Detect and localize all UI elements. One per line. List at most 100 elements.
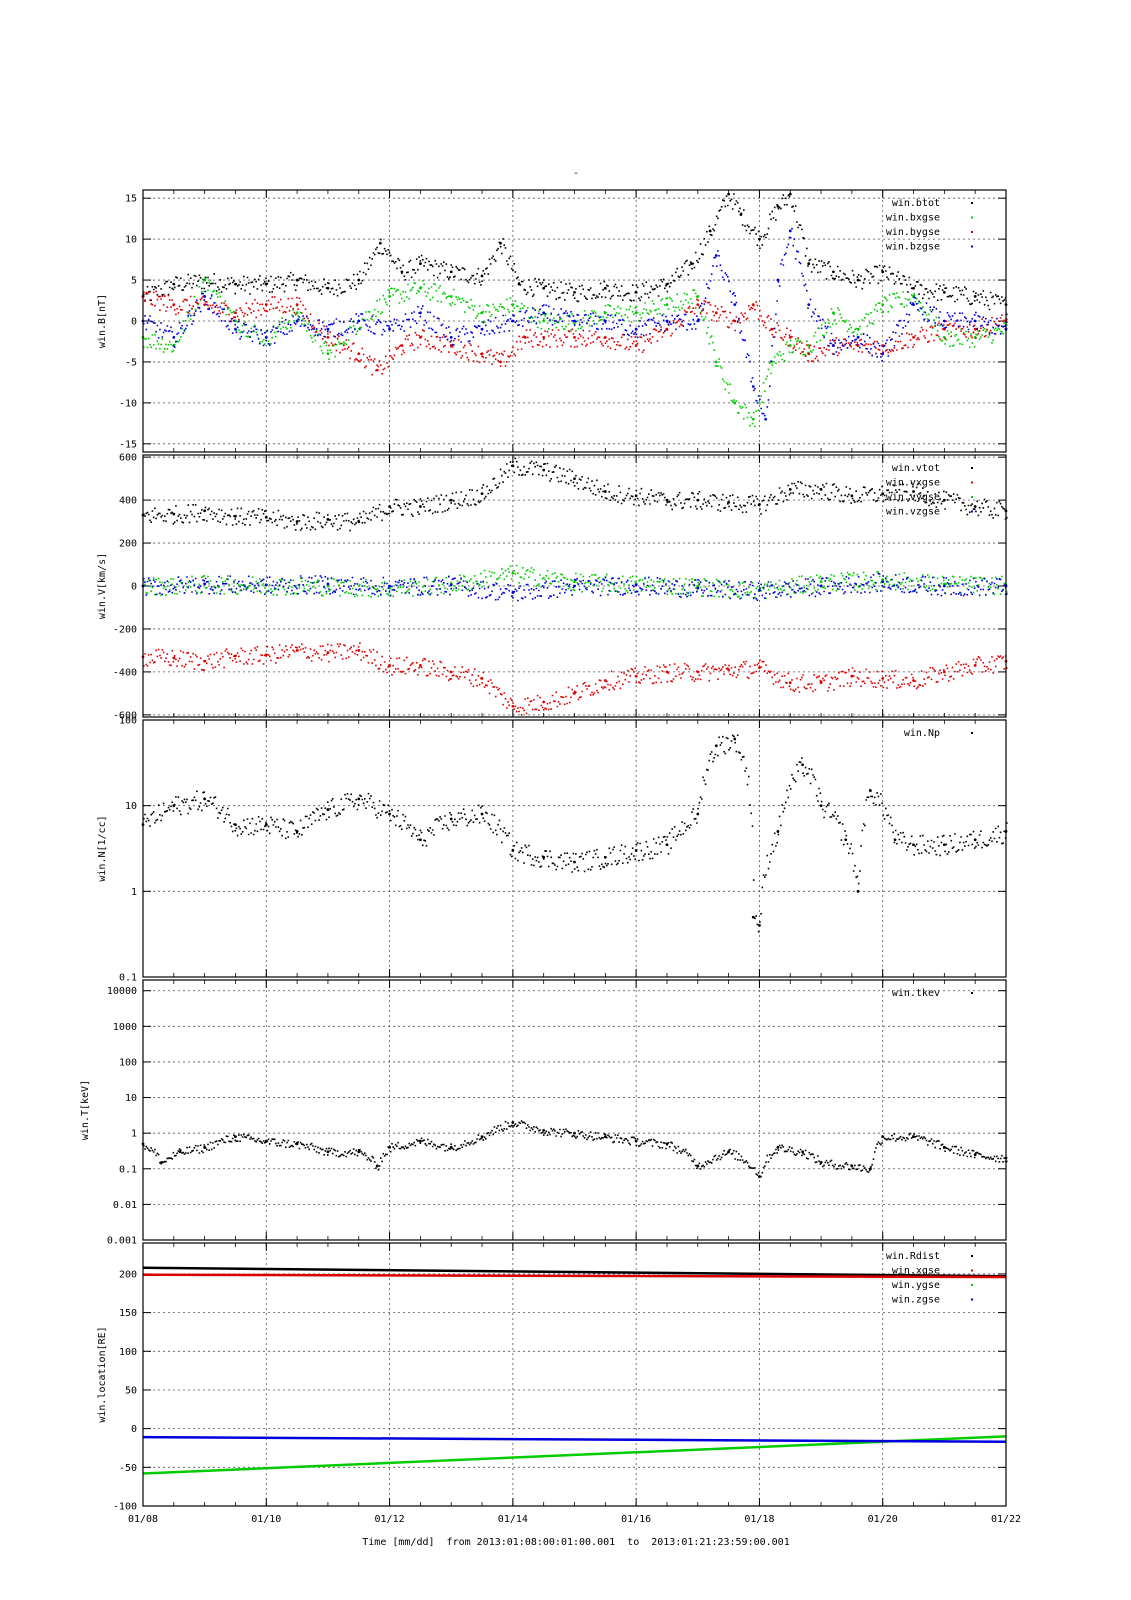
y-tick-label: 0.1	[119, 1164, 137, 1175]
x-tick-label: 01/20	[868, 1514, 898, 1525]
series-win-ygse	[142, 1435, 1007, 1475]
data-point	[776, 278, 780, 282]
data-point	[172, 335, 176, 339]
series-win-vygse	[141, 564, 1008, 600]
legend-marker	[971, 1298, 973, 1301]
data-point	[178, 1150, 182, 1154]
data-point	[912, 679, 915, 682]
data-point	[295, 303, 299, 307]
data-point	[850, 674, 854, 678]
data-point	[881, 303, 885, 307]
series-win-vxgse	[141, 642, 1008, 716]
x-tick-label: 01/08	[128, 1514, 158, 1525]
legend-marker	[971, 467, 973, 469]
data-point	[357, 352, 361, 356]
data-point	[696, 319, 700, 323]
y-tick-label: 10	[125, 801, 137, 812]
y-tick-label: 100	[119, 716, 137, 727]
scatter-cloud	[143, 564, 1008, 600]
legend-label: win.tkev	[892, 988, 940, 999]
legend-label: win.Np	[904, 728, 940, 739]
y-tick-label: 400	[119, 496, 137, 507]
y-axis-label: win.V[km/s]	[97, 553, 108, 619]
data-point	[696, 812, 700, 816]
data-point	[832, 270, 835, 274]
legend-label: win.vtot	[892, 463, 940, 474]
x-tick-label: 01/18	[744, 1514, 774, 1525]
data-point	[326, 584, 330, 588]
y-tick-label: 1000	[113, 1022, 137, 1033]
data-point	[573, 477, 576, 481]
data-point	[573, 860, 576, 864]
data-point	[727, 500, 731, 504]
y-tick-label: 0	[131, 582, 137, 593]
data-point	[542, 319, 546, 323]
legend-marker	[971, 992, 973, 994]
data-point	[511, 1121, 515, 1124]
data-point	[326, 1150, 330, 1154]
y-axis-label: win.N[1/cc]	[97, 815, 108, 881]
data-point	[801, 1150, 804, 1154]
series-line	[142, 1266, 1007, 1278]
panel-2: -600 -400 -200 0 200 400 600 win.vtot win.vxgse w…	[97, 453, 1008, 721]
scatter-cloud	[143, 1120, 1008, 1178]
data-point	[203, 303, 207, 307]
data-point	[203, 582, 207, 586]
data-point	[542, 468, 546, 472]
legend-label: win.bzgse	[886, 242, 940, 253]
data-point	[573, 1131, 576, 1135]
data-point	[942, 584, 946, 588]
legend-label: win.zgse	[892, 1295, 940, 1306]
data-point	[418, 505, 422, 508]
series-win-tkev	[141, 1120, 1008, 1179]
data-point	[357, 649, 361, 652]
series-win-vtot	[141, 457, 1008, 532]
data-point	[733, 737, 737, 741]
y-tick-label: 10	[125, 235, 137, 246]
y-tick-label: 600	[119, 453, 137, 464]
x-tick-label: 01/14	[498, 1514, 528, 1525]
legend-label: win.bxgse	[886, 213, 940, 224]
data-point	[449, 583, 453, 587]
y-tick-label: -600	[113, 710, 137, 721]
data-point	[603, 855, 607, 859]
data-point	[357, 278, 361, 282]
data-point	[234, 514, 237, 518]
data-point	[714, 360, 718, 364]
scatter-cloud	[143, 642, 1008, 716]
data-point	[234, 823, 237, 827]
data-point	[868, 1167, 872, 1171]
data-point	[295, 520, 299, 523]
data-point	[665, 670, 669, 674]
data-point	[542, 335, 546, 339]
x-tick-label: 01/12	[375, 1514, 405, 1525]
data-point	[751, 417, 755, 421]
x-tick-label: 01/16	[621, 1514, 651, 1525]
data-point	[234, 311, 237, 315]
data-point	[499, 360, 502, 364]
data-point	[881, 580, 885, 584]
legend-marker	[971, 496, 973, 498]
data-point	[973, 505, 977, 508]
data-point	[758, 924, 761, 927]
legend-marker	[971, 231, 973, 233]
data-point	[449, 817, 453, 821]
legend-label: win.btot	[892, 198, 940, 209]
data-point	[573, 580, 576, 584]
data-point	[942, 290, 946, 294]
y-tick-label: 10000	[107, 986, 137, 997]
panel-1: -15 -10 -5 0 5 10 15 win.btot win.bxgse win.bygse…	[97, 189, 1008, 453]
data-point	[172, 512, 176, 516]
data-point	[234, 1135, 237, 1139]
panel-frame	[142, 719, 1007, 978]
data-point	[881, 676, 885, 680]
y-tick-label: -5	[125, 357, 137, 368]
panel-frame	[142, 454, 1007, 718]
data-point	[326, 808, 330, 811]
data-point	[264, 515, 268, 519]
legend-marker	[971, 481, 973, 484]
data-point	[326, 651, 330, 654]
legend-label: win.bygse	[886, 227, 940, 238]
scatter-cloud	[143, 276, 1008, 428]
data-point	[942, 582, 946, 586]
